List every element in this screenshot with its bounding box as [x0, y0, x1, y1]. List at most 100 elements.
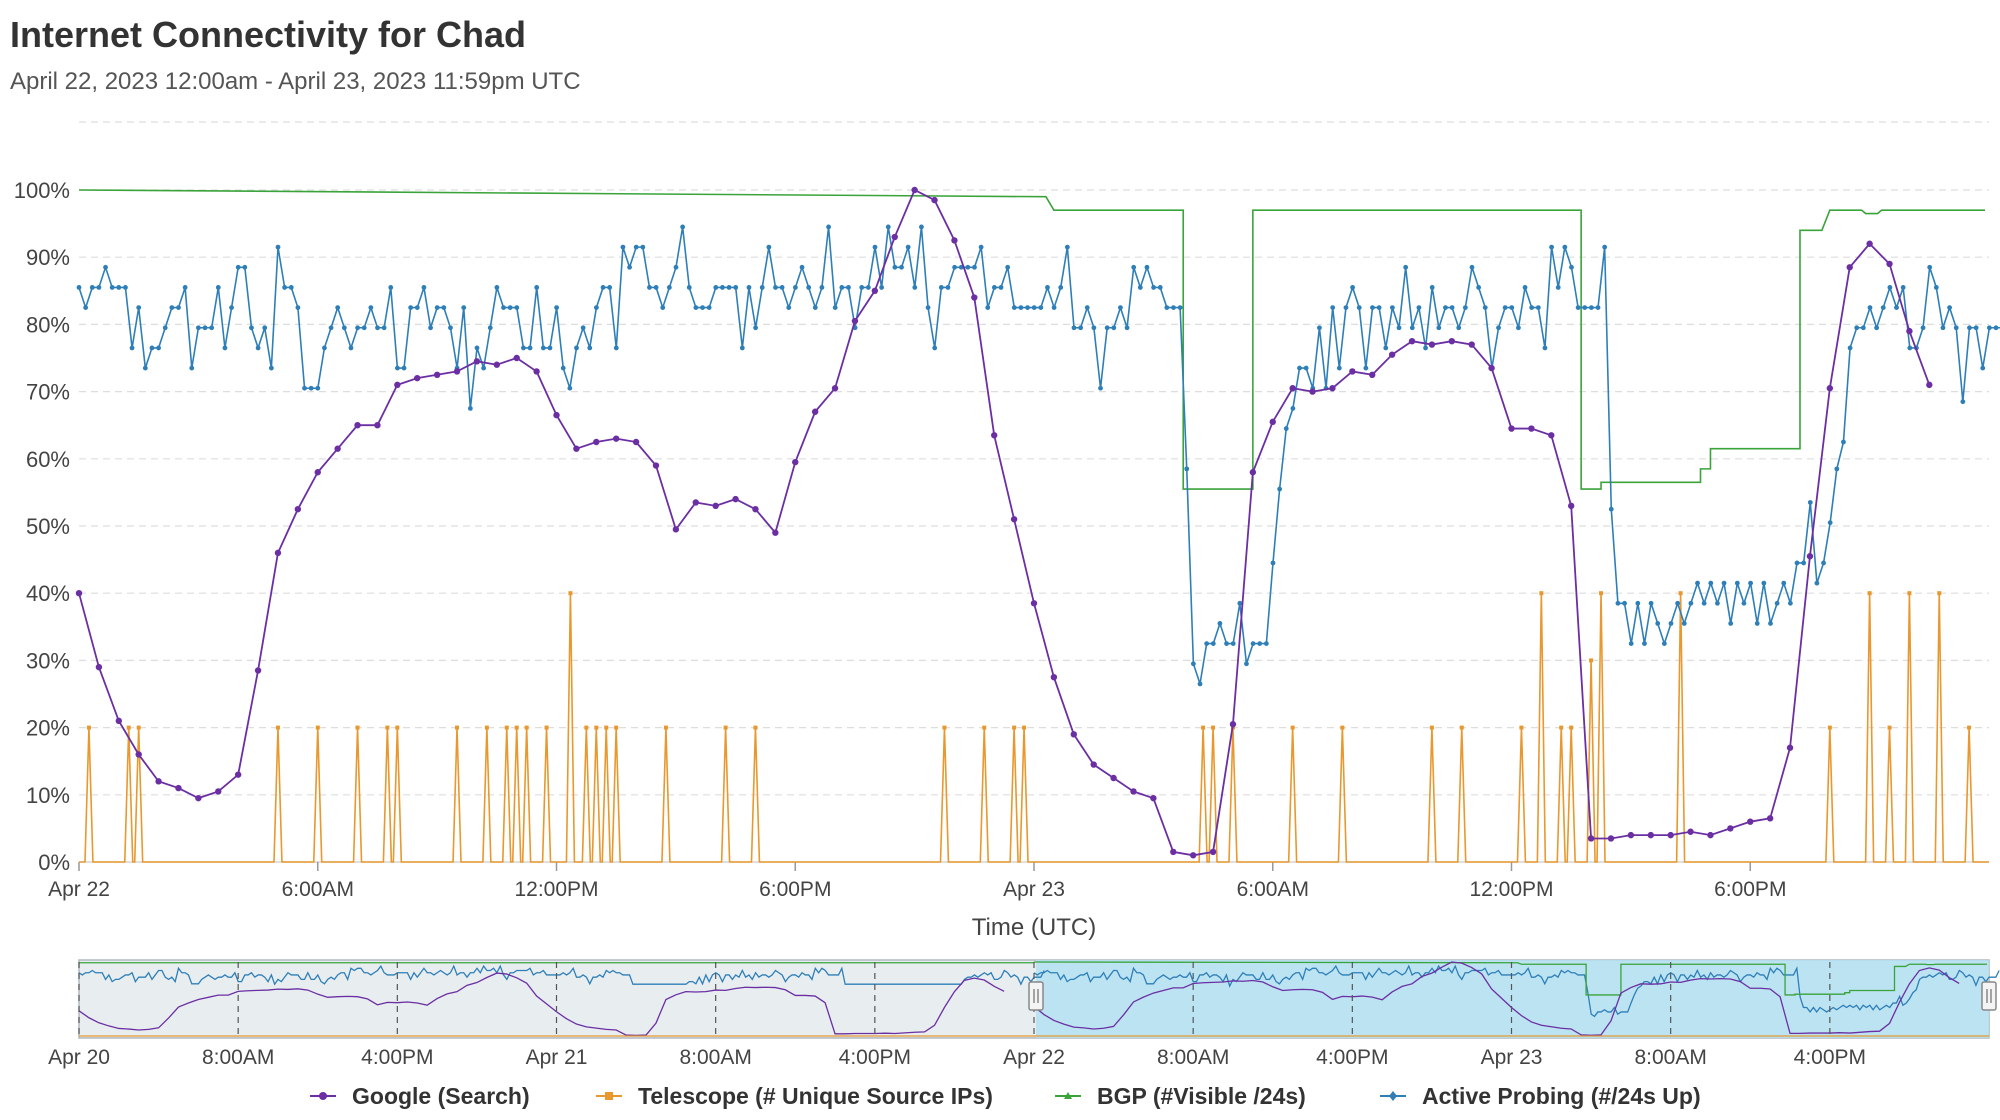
active-probing-point	[341, 325, 347, 331]
google-point	[334, 445, 341, 452]
google-point	[1786, 744, 1794, 751]
active-probing-point	[507, 305, 513, 310]
telescope-point	[86, 725, 91, 730]
active-probing-point	[1018, 305, 1024, 310]
google-point	[1289, 385, 1296, 392]
telescope-point	[1599, 591, 1604, 596]
active-probing-point	[162, 325, 168, 331]
telescope-point	[275, 725, 280, 730]
active-probing-point	[1841, 439, 1846, 445]
active-probing-point	[215, 285, 221, 290]
active-probing-point	[1847, 345, 1853, 351]
google-point	[792, 458, 799, 466]
active-probing-point	[1197, 681, 1203, 687]
active-probing-point	[965, 264, 971, 270]
legend-item[interactable]: Google (Search)	[310, 1083, 530, 1109]
grid-lines	[79, 121, 1989, 863]
active-probing-point	[1522, 285, 1528, 290]
google-point	[732, 495, 739, 503]
active-probing-point	[1794, 560, 1800, 566]
active-probing-point	[255, 345, 261, 351]
y-tick-label: 0%	[38, 850, 70, 875]
active-probing-point	[839, 285, 845, 290]
active-probing-point	[554, 305, 559, 310]
telescope-point	[455, 725, 460, 730]
y-tick-label: 50%	[26, 514, 70, 539]
telescope-point	[942, 725, 947, 730]
legend-item[interactable]: Telescope (# Unique Source IPs)	[596, 1083, 993, 1109]
active-probing-point	[1104, 325, 1110, 331]
navigator-line-bgp	[1033, 961, 1988, 996]
legend-label: Active Probing (#/24s Up)	[1422, 1083, 1701, 1109]
active-probing-point	[302, 385, 307, 391]
google-point	[1567, 502, 1575, 510]
active-probing-point	[1297, 365, 1302, 371]
active-probing-point	[116, 285, 122, 290]
active-probing-point	[467, 406, 473, 411]
google-point	[414, 374, 421, 382]
google-point	[752, 506, 759, 513]
active-probing-point	[275, 244, 281, 250]
active-probing-point	[434, 305, 440, 310]
active-probing-point	[1396, 325, 1402, 331]
google-point	[1428, 341, 1436, 348]
active-probing-point	[1900, 285, 1906, 290]
google-point	[1189, 852, 1197, 859]
active-probing-point	[1867, 305, 1873, 310]
legend-item[interactable]: BGP (#Visible /24s)	[1055, 1083, 1306, 1109]
navigator-handle-left[interactable]	[1028, 981, 1044, 1011]
google-point	[1687, 828, 1694, 835]
active-probing-point	[1164, 305, 1170, 310]
telescope-point	[1022, 725, 1027, 730]
x-tick-label: 6:00AM	[282, 878, 354, 901]
active-probing-point	[1137, 285, 1143, 290]
active-probing-point	[441, 305, 447, 310]
active-probing-point	[1602, 244, 1608, 250]
navigator-line-google-prior	[78, 972, 1005, 1037]
navigator-handle-right[interactable]	[1981, 981, 1997, 1011]
active-probing-point	[1317, 325, 1322, 331]
active-probing-point	[1350, 285, 1355, 290]
active-probing-point	[938, 285, 944, 290]
telescope-point	[982, 725, 987, 730]
active-probing-point	[1118, 305, 1123, 310]
active-probing-point	[1834, 466, 1840, 472]
active-probing-point	[235, 264, 241, 270]
google-point	[234, 771, 242, 778]
google-point	[453, 368, 461, 375]
active-probing-point	[919, 224, 924, 230]
telescope-point	[1340, 725, 1345, 730]
navigator[interactable]: Apr 20 8:00AM 4:00PM Apr 21 8:00AM 4:00PM Apr …	[48, 959, 2000, 1069]
google-point	[871, 287, 879, 294]
legend-marker-icon	[605, 1092, 613, 1100]
active-probing-point	[1303, 365, 1309, 371]
google-point	[433, 371, 441, 378]
navigator-selected-range[interactable]	[1036, 960, 1989, 1038]
chart-title: Internet Connectivity for Chad	[10, 14, 527, 55]
google-point	[1369, 371, 1376, 378]
active-probing-point	[1370, 305, 1375, 310]
active-probing-point	[1270, 560, 1276, 566]
legend-item[interactable]: Active Probing (#/24s Up)	[1380, 1083, 1701, 1109]
active-probing-point	[1953, 325, 1959, 331]
active-probing-point	[1416, 305, 1422, 310]
active-probing-point	[308, 385, 314, 391]
google-point	[1329, 385, 1336, 392]
google-point	[891, 233, 898, 241]
active-probing-point	[176, 305, 181, 310]
telescope-point	[484, 725, 489, 730]
active-probing-point	[322, 345, 327, 351]
google-point	[473, 358, 481, 365]
legend-marker-icon	[319, 1092, 327, 1100]
active-probing-point	[872, 244, 878, 250]
google-point	[1468, 341, 1475, 348]
active-probing-point	[726, 285, 732, 290]
active-probing-point	[892, 264, 898, 270]
active-probing-point	[1336, 365, 1342, 371]
telescope-point	[544, 725, 549, 730]
active-probing-point	[905, 244, 911, 250]
google-point	[632, 438, 640, 446]
active-probing-point	[1502, 305, 1508, 310]
active-probing-point	[262, 325, 268, 331]
chart-subtitle: April 22, 2023 12:00am - April 23, 2023 …	[10, 68, 581, 95]
